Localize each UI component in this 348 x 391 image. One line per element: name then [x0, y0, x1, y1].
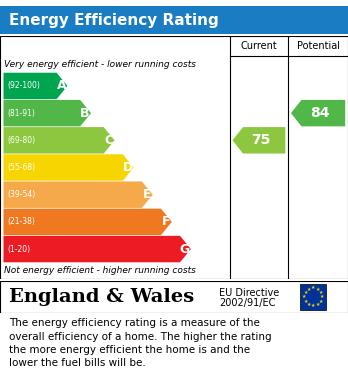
Polygon shape	[3, 127, 114, 154]
Text: ★: ★	[319, 290, 323, 295]
Text: The energy efficiency rating is a measure of the
overall efficiency of a home. T: The energy efficiency rating is a measur…	[9, 318, 271, 368]
Text: Not energy efficient - higher running costs: Not energy efficient - higher running co…	[4, 266, 196, 275]
Text: ★: ★	[303, 290, 308, 295]
Text: ★: ★	[311, 285, 315, 290]
Text: ★: ★	[307, 287, 311, 292]
Text: Very energy efficient - lower running costs: Very energy efficient - lower running co…	[4, 59, 196, 68]
Text: 2002/91/EC: 2002/91/EC	[219, 298, 276, 308]
Text: ★: ★	[320, 294, 324, 299]
Text: D: D	[122, 161, 133, 174]
Polygon shape	[3, 100, 91, 126]
Text: ★: ★	[311, 303, 315, 308]
Polygon shape	[3, 73, 68, 99]
Polygon shape	[3, 209, 172, 235]
Polygon shape	[232, 127, 285, 154]
Text: C: C	[104, 134, 113, 147]
Text: EU Directive: EU Directive	[219, 288, 279, 298]
Text: (21-38): (21-38)	[8, 217, 35, 226]
Text: B: B	[80, 107, 90, 120]
Text: (55-68): (55-68)	[8, 163, 36, 172]
Polygon shape	[3, 181, 153, 208]
Polygon shape	[291, 100, 345, 126]
Text: ★: ★	[303, 299, 308, 304]
Polygon shape	[3, 154, 134, 181]
Text: (1-20): (1-20)	[8, 244, 31, 254]
Text: F: F	[161, 215, 170, 228]
Text: Current: Current	[240, 41, 277, 51]
Text: Energy Efficiency Rating: Energy Efficiency Rating	[9, 13, 219, 28]
Polygon shape	[3, 236, 191, 262]
Text: ★: ★	[316, 287, 320, 292]
Text: ★: ★	[319, 299, 323, 304]
Text: Potential: Potential	[296, 41, 340, 51]
Text: 84: 84	[310, 106, 330, 120]
Text: ★: ★	[307, 302, 311, 307]
Text: England & Wales: England & Wales	[9, 288, 194, 306]
Text: G: G	[180, 242, 190, 256]
Text: (81-91): (81-91)	[8, 109, 35, 118]
Text: (92-100): (92-100)	[8, 81, 40, 90]
Text: ★: ★	[302, 294, 306, 299]
Text: E: E	[143, 188, 151, 201]
Text: 75: 75	[251, 133, 271, 147]
Text: A: A	[57, 79, 66, 92]
Text: (69-80): (69-80)	[8, 136, 36, 145]
Bar	[300, 283, 326, 310]
Text: (39-54): (39-54)	[8, 190, 36, 199]
Text: ★: ★	[316, 302, 320, 307]
